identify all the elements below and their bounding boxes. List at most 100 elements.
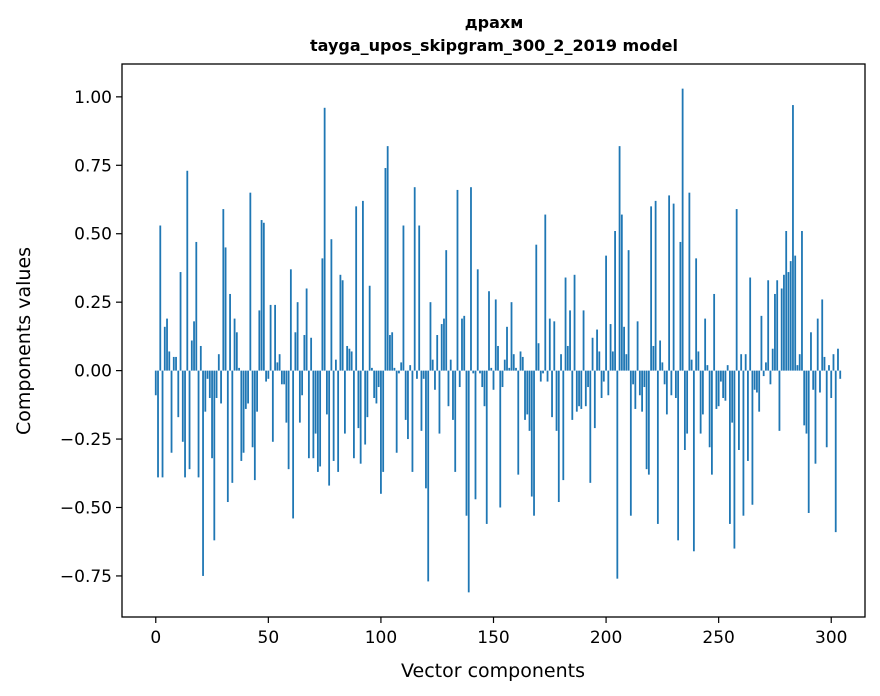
bar: [298, 370, 301, 423]
y-axis-ticks: −0.75 −0.50 −0.25 0.00 0.25 0.50 0.75 1.00: [60, 88, 122, 587]
bar: [510, 302, 513, 371]
bar: [211, 370, 213, 459]
bar: [798, 354, 801, 371]
bar: [222, 209, 225, 371]
x-axis-ticks: 0 50 100 150 200 250 300: [150, 617, 847, 648]
bar: [562, 370, 565, 481]
bar: [722, 370, 725, 398]
bar: [729, 370, 731, 524]
bar: [386, 146, 389, 371]
bar: [179, 272, 182, 371]
bar: [458, 370, 461, 388]
bar: [341, 280, 344, 371]
bar: [627, 250, 630, 371]
bar: [695, 258, 698, 371]
bar: [294, 332, 297, 371]
bar: [249, 192, 252, 371]
bar: [181, 370, 184, 442]
y-axis-label: Components values: [13, 247, 35, 435]
bar: [578, 370, 580, 407]
bar: [199, 345, 202, 371]
bar: [609, 324, 612, 371]
bar: [348, 348, 351, 371]
bar: [172, 356, 175, 371]
y-tick-label: −0.75: [60, 567, 112, 587]
bar: [589, 370, 592, 483]
bar: [828, 365, 830, 371]
bar: [762, 370, 765, 377]
bar: [483, 370, 486, 407]
bar: [587, 370, 589, 388]
bar: [607, 370, 610, 396]
bar: [425, 370, 427, 489]
bar: [584, 370, 587, 407]
bar: [377, 370, 380, 388]
bar: [346, 345, 349, 371]
bar: [224, 247, 227, 371]
bar: [247, 370, 249, 404]
bar: [445, 250, 448, 371]
bar: [454, 370, 457, 472]
bar: [262, 222, 265, 371]
x-tick-label: 50: [258, 628, 280, 648]
bar: [440, 324, 443, 371]
bar: [548, 318, 551, 371]
bar: [260, 220, 263, 371]
bar: [353, 370, 355, 459]
chart-title: драхм: [465, 13, 524, 32]
bar: [251, 370, 254, 448]
bar: [402, 225, 405, 371]
bar: [661, 362, 664, 371]
bar: [404, 370, 407, 420]
bar: [339, 274, 342, 371]
bar: [382, 370, 385, 472]
bar: [285, 370, 288, 423]
bar: [476, 269, 479, 371]
bar: [393, 367, 396, 371]
bar: [659, 340, 662, 371]
bar: [485, 370, 488, 524]
bar: [751, 370, 754, 505]
bar: [213, 370, 216, 541]
bar: [834, 370, 837, 533]
bar: [380, 370, 382, 494]
x-tick-label: 150: [477, 628, 509, 648]
bar: [235, 332, 238, 371]
bar: [512, 354, 515, 371]
bar: [643, 370, 646, 388]
bar: [557, 370, 560, 503]
bar: [256, 370, 258, 412]
bar: [161, 370, 164, 478]
bar: [456, 189, 459, 371]
bar: [215, 370, 218, 398]
bar: [611, 351, 614, 371]
bar: [832, 354, 835, 371]
bar: [344, 370, 346, 434]
bar: [226, 370, 229, 503]
bar: [674, 370, 677, 398]
bar: [638, 370, 641, 396]
bar: [625, 354, 628, 371]
bar: [555, 370, 558, 431]
bar: [749, 277, 752, 371]
bar: [467, 370, 470, 593]
bar: [819, 370, 821, 393]
bar: [190, 340, 193, 371]
bar: [296, 302, 299, 371]
bar: [452, 370, 454, 420]
bar: [278, 354, 281, 371]
bar: [283, 370, 286, 385]
bar: [681, 88, 684, 371]
bar: [319, 370, 322, 467]
bar: [321, 258, 324, 371]
bar: [429, 302, 432, 371]
bar: [708, 370, 711, 448]
bar: [307, 370, 310, 459]
bar: [814, 370, 817, 464]
bar: [436, 335, 439, 371]
bar: [724, 370, 727, 401]
bar: [758, 370, 761, 412]
bar: [598, 351, 601, 371]
bar: [792, 105, 794, 371]
bar: [427, 370, 430, 582]
